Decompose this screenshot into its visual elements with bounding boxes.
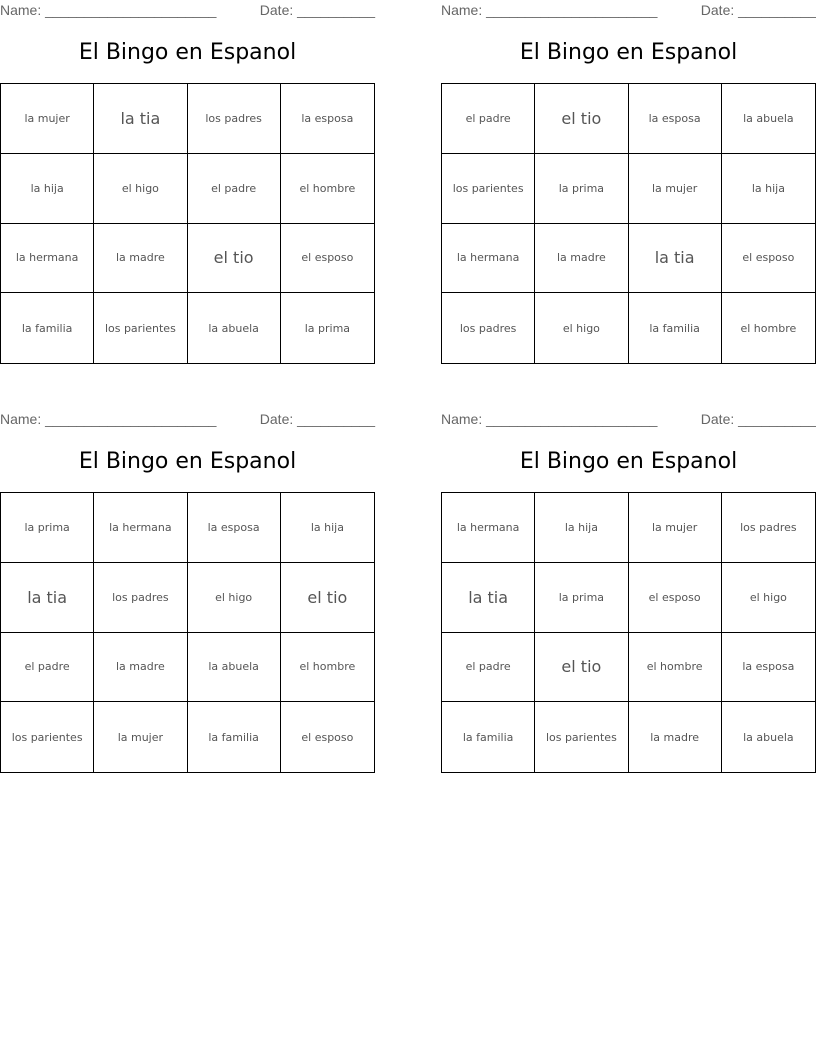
bingo-card: Name: ______________________ Date: _____… xyxy=(0,409,375,773)
bingo-card: Name: ______________________ Date: _____… xyxy=(441,0,816,364)
name-field: Name: ______________________ xyxy=(441,411,658,427)
bingo-cell: el higo xyxy=(721,563,815,633)
bingo-cell: la tia xyxy=(94,84,188,154)
bingo-cell: el padre xyxy=(187,153,281,224)
bingo-cell: la mujer xyxy=(628,153,722,224)
bingo-cell: los padres xyxy=(94,562,188,633)
bingo-cell: los parientes xyxy=(442,153,536,224)
name-field: Name: ______________________ xyxy=(0,2,217,18)
date-field: Date: __________ xyxy=(700,411,816,427)
bingo-cell: la tia xyxy=(442,562,536,633)
bingo-cell: la prima xyxy=(1,493,95,563)
bingo-cell: la abuela xyxy=(721,84,815,154)
bingo-cell: la madre xyxy=(94,223,188,294)
bingo-grid: el padre el tio la esposa la abuela los pari… xyxy=(441,83,816,364)
bingo-cell: la esposa xyxy=(628,84,722,154)
bingo-cell: el hombre xyxy=(628,632,722,703)
bingo-cell: los padres xyxy=(721,493,815,563)
bingo-cell: el padre xyxy=(442,632,536,703)
bingo-cell: la tia xyxy=(628,223,722,294)
bingo-cell: la madre xyxy=(629,702,722,772)
bingo-cell: la hija xyxy=(535,493,629,563)
bingo-cell: el higo xyxy=(187,562,281,633)
bingo-cell: los padres xyxy=(442,293,536,363)
bingo-cell: la hermana xyxy=(94,493,188,563)
bingo-cell: la madre xyxy=(94,632,188,703)
bingo-cell: el higo xyxy=(535,293,629,363)
bingo-cell: la mujer xyxy=(1,84,95,154)
bingo-cell: la hermana xyxy=(442,493,536,563)
bingo-cell: la familia xyxy=(629,293,722,363)
bingo-cell: el esposo xyxy=(721,224,815,294)
card-header: Name: ______________________ Date: _____… xyxy=(0,2,375,20)
card-title: El Bingo en Espanol xyxy=(519,40,738,65)
bingo-cell: el esposo xyxy=(301,730,354,744)
bingo-cell: el hombre xyxy=(280,154,374,224)
bingo-cell: la hermana xyxy=(1,223,95,294)
bingo-cell: la madre xyxy=(535,223,629,294)
bingo-cell: la esposa xyxy=(280,84,374,154)
bingo-cell: el esposo xyxy=(280,224,374,294)
bingo-cell: la hija xyxy=(280,493,374,563)
bingo-cell: el tio xyxy=(280,563,374,633)
name-field: Name: ______________________ xyxy=(441,2,658,18)
card-title: El Bingo en Espanol xyxy=(78,449,297,474)
bingo-cell: el hombre xyxy=(280,633,374,703)
bingo-cell: la hija xyxy=(1,153,95,224)
bingo-cell: los parientes xyxy=(535,702,629,772)
bingo-cell: el tio xyxy=(535,84,629,154)
bingo-cell: la familia xyxy=(442,702,536,772)
bingo-cell: la prima xyxy=(535,153,629,224)
bingo-cell: la esposa xyxy=(187,493,281,563)
bingo-cell: la abuela xyxy=(187,632,281,703)
card-title: El Bingo en Espanol xyxy=(519,449,738,474)
bingo-cell: los parientes xyxy=(1,702,95,772)
bingo-grid: la hermana la hija la mujer los padres la ti… xyxy=(441,492,816,773)
bingo-cell: los padres xyxy=(187,84,281,154)
bingo-cell: el padre xyxy=(442,84,536,154)
bingo-cell: el padre xyxy=(1,632,95,703)
date-field: Date: __________ xyxy=(259,411,375,427)
date-field: Date: __________ xyxy=(700,2,816,18)
bingo-grid: la mujer la tia los padres la esposa la hija… xyxy=(0,83,375,364)
date-field: Date: __________ xyxy=(259,2,375,18)
bingo-cell: el hombre xyxy=(740,321,797,335)
card-header: Name: ______________________ Date: _____… xyxy=(441,2,816,20)
bingo-cell: la prima xyxy=(535,562,629,633)
bingo-cell: el tio xyxy=(187,223,281,294)
bingo-cell: la mujer xyxy=(94,702,188,772)
bingo-cell: la mujer xyxy=(628,493,722,563)
card-header: Name: ______________________ Date: _____… xyxy=(441,411,816,429)
bingo-cell: la abuela xyxy=(188,293,281,363)
bingo-cell: la prima xyxy=(304,321,351,335)
bingo-grid: la prima la hermana la esposa la hija la tia… xyxy=(0,492,375,773)
bingo-cell: los parientes xyxy=(94,293,188,363)
name-field: Name: ______________________ xyxy=(0,411,217,427)
bingo-cell: la familia xyxy=(1,293,95,363)
bingo-cell: la abuela xyxy=(743,730,794,744)
bingo-cell: la hija xyxy=(721,154,815,224)
bingo-cell: la familia xyxy=(188,702,281,772)
bingo-cell: la hermana xyxy=(442,223,536,294)
card-title: El Bingo en Espanol xyxy=(78,40,297,65)
bingo-cell: el higo xyxy=(94,153,188,224)
bingo-cell: el tio xyxy=(535,632,629,703)
bingo-card: Name: ______________________ Date: _____… xyxy=(0,0,375,364)
bingo-cell: la esposa xyxy=(721,633,815,703)
bingo-cell: la tia xyxy=(1,562,95,633)
bingo-card: Name: ______________________ Date: _____… xyxy=(441,409,816,773)
card-header: Name: ______________________ Date: _____… xyxy=(0,411,375,429)
bingo-cell: el esposo xyxy=(628,562,722,633)
